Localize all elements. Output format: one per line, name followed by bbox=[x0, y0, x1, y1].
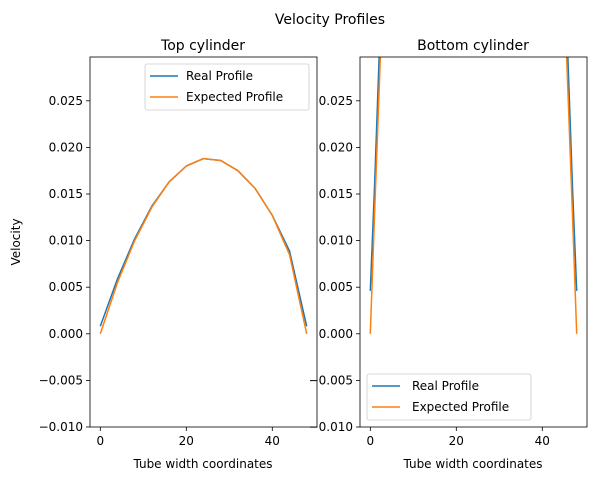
x-tick-label: 20 bbox=[449, 434, 464, 448]
y-tick-label: 0.025 bbox=[319, 94, 353, 108]
y-tick-label: −0.005 bbox=[309, 373, 353, 387]
series-real-profile-line bbox=[369, 57, 578, 291]
legend-entry-label: Expected Profile bbox=[412, 400, 509, 414]
y-tick-label: 0.020 bbox=[49, 140, 83, 154]
series-expected-profile-line bbox=[99, 157, 308, 335]
figure-suptitle: Velocity Profiles bbox=[275, 12, 385, 28]
x-axis-label: Tube width coordinates bbox=[132, 457, 272, 471]
y-tick-label: 0.000 bbox=[319, 327, 353, 341]
chart-bottom-cylinder: Bottom cylinder 0 20 40 −0.010 −0.005 0.000 0.… bbox=[309, 38, 588, 471]
chart-top-cylinder: Top cylinder 0 20 40 −0.010 −0.005 0.000 0.005… bbox=[9, 38, 318, 471]
y-tick-label: −0.010 bbox=[309, 420, 353, 434]
x-tick-label: 40 bbox=[535, 434, 550, 448]
chart-title: Bottom cylinder bbox=[417, 38, 529, 54]
legend-entry-label: Expected Profile bbox=[186, 90, 283, 104]
series-group bbox=[99, 157, 308, 335]
x-tick-label: 20 bbox=[179, 434, 194, 448]
y-tick-label: 0.015 bbox=[319, 187, 353, 201]
legend: Real Profile Expected Profile bbox=[366, 373, 532, 421]
y-tick-label: 0.005 bbox=[319, 280, 353, 294]
legend-box bbox=[144, 63, 310, 111]
x-tick-label: 0 bbox=[96, 434, 104, 448]
y-tick-label: 0.010 bbox=[319, 234, 353, 248]
y-tick-label: 0.010 bbox=[49, 234, 83, 248]
tick-group: 0 20 40 −0.010 −0.005 0.000 0.005 0.010 0.015 0.0… bbox=[309, 94, 550, 448]
y-tick-label: 0.000 bbox=[49, 327, 83, 341]
legend-entry-label: Real Profile bbox=[412, 379, 479, 393]
plot-frame bbox=[359, 56, 588, 428]
x-tick-label: 0 bbox=[366, 434, 374, 448]
chart-title: Top cylinder bbox=[160, 38, 245, 54]
x-axis-label: Tube width coordinates bbox=[402, 457, 542, 471]
y-tick-label: 0.020 bbox=[319, 140, 353, 154]
y-tick-label: 0.025 bbox=[49, 94, 83, 108]
legend: Real Profile Expected Profile bbox=[144, 63, 310, 111]
series-group bbox=[369, 57, 578, 334]
tick-group: 0 20 40 −0.010 −0.005 0.000 0.005 0.010 0.015 0.0… bbox=[39, 94, 280, 448]
plot-frame bbox=[89, 56, 318, 428]
series-expected-profile-line bbox=[369, 57, 578, 334]
legend-box bbox=[366, 373, 532, 421]
legend-entry-label: Real Profile bbox=[186, 69, 253, 83]
x-tick-label: 40 bbox=[265, 434, 280, 448]
series-real-profile-line bbox=[99, 157, 308, 327]
y-axis-label: Velocity bbox=[9, 218, 23, 265]
y-tick-label: 0.015 bbox=[49, 187, 83, 201]
y-tick-label: −0.010 bbox=[39, 420, 83, 434]
y-tick-label: 0.005 bbox=[49, 280, 83, 294]
y-tick-label: −0.005 bbox=[39, 373, 83, 387]
